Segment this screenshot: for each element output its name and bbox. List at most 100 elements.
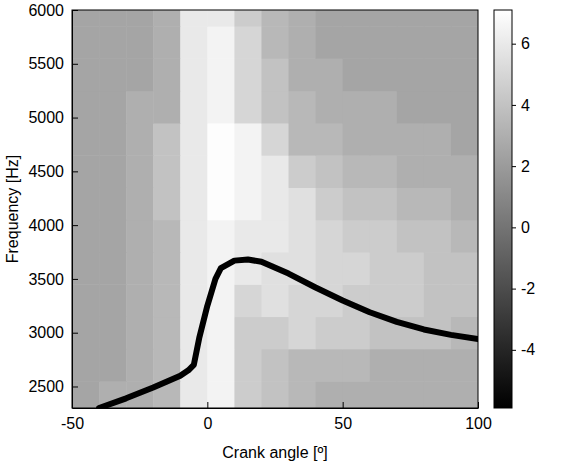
heatmap-cell [234, 381, 262, 408]
tick: 4 [512, 97, 530, 114]
heatmap-cell [343, 91, 371, 124]
heatmap-cell [289, 220, 317, 253]
heatmap-cell [289, 349, 317, 382]
tick-mark [72, 118, 78, 119]
heatmap-cell [126, 252, 154, 285]
heatmap-cell [397, 187, 425, 220]
heatmap-cell [316, 26, 344, 59]
heatmap-cell [261, 317, 289, 350]
heatmap-cell [289, 10, 317, 27]
heatmap-cell [99, 26, 127, 59]
tick: 0 [512, 219, 530, 236]
tick-mark [512, 350, 516, 351]
heatmap-cell [261, 155, 289, 188]
tick: 6000 [28, 2, 78, 19]
heatmap-cell [180, 26, 208, 59]
heatmap-cell [72, 155, 100, 188]
tick-mark [343, 402, 344, 408]
plot-frame [72, 10, 478, 408]
tick-mark [512, 166, 516, 167]
heatmap-cell [234, 123, 262, 156]
tick: 100 [465, 402, 492, 432]
tick-label: 0 [203, 415, 212, 432]
tick-label: -50 [61, 415, 84, 432]
heatmap-cell [99, 220, 127, 253]
heatmap-cell [316, 252, 344, 285]
heatmap-cell [261, 58, 289, 91]
tick-label: 3000 [28, 324, 64, 341]
heatmap-cell [289, 187, 317, 220]
heatmap-cell [72, 91, 100, 124]
heatmap-cell [72, 252, 100, 285]
heatmap-cell [180, 187, 208, 220]
tick-label: 5500 [28, 55, 64, 72]
tick-label: 0 [521, 219, 530, 236]
heatmap-cell [180, 91, 208, 124]
heatmap-cell [126, 349, 154, 382]
heatmap-cell [207, 123, 235, 156]
heatmap-cell [234, 26, 262, 59]
tick-label: 2 [521, 158, 530, 175]
heatmap-cell [234, 349, 262, 382]
heatmap-cell [261, 381, 289, 408]
heatmap-cell [72, 349, 100, 382]
heatmap-cell [261, 91, 289, 124]
heatmap-cell [397, 91, 425, 124]
plot-area [72, 10, 478, 408]
heatmap-cell [451, 91, 478, 124]
heatmap-cell [207, 349, 235, 382]
heatmap-cell [289, 284, 317, 317]
tick: 3500 [28, 271, 78, 288]
heatmap-cell [207, 10, 235, 27]
heatmap-cell [451, 58, 478, 91]
heatmap-cell [153, 91, 181, 124]
heatmap-cell [397, 252, 425, 285]
heatmap-cell [207, 220, 235, 253]
heatmap-cell [397, 10, 425, 27]
tick-label: -4 [521, 341, 535, 358]
tick-mark [72, 333, 78, 334]
y-axis-title: Frequency [Hz] [4, 155, 21, 263]
heatmap-cell [424, 252, 452, 285]
heatmap-cell [261, 349, 289, 382]
heatmap-cell [153, 284, 181, 317]
heatmap-cell [424, 58, 452, 91]
heatmap-cell [126, 10, 154, 27]
heatmap-cell [424, 220, 452, 253]
heatmap-cell [126, 155, 154, 188]
tick-label: 6 [521, 35, 530, 52]
heatmap-cell [451, 284, 478, 317]
heatmap-cell [234, 155, 262, 188]
heatmap-cell [234, 284, 262, 317]
heatmap-cell [207, 187, 235, 220]
heatmap-cell [424, 26, 452, 59]
heatmap-cell [261, 187, 289, 220]
heatmap-cell [370, 252, 398, 285]
heatmap-cell [424, 381, 452, 408]
heatmap-cell [289, 91, 317, 124]
heatmap-cell [397, 123, 425, 156]
heatmap-cell [370, 381, 398, 408]
heatmap-cell [99, 10, 127, 27]
tick-mark [72, 225, 78, 226]
heatmap-cell [234, 317, 262, 350]
heatmap-cell [370, 220, 398, 253]
tick: 2 [512, 158, 530, 175]
tick: 0 [203, 402, 212, 432]
heatmap-cell [72, 187, 100, 220]
heatmap-cell [207, 58, 235, 91]
heatmap-cell [234, 187, 262, 220]
heatmap-cell [126, 26, 154, 59]
heatmap-cell [316, 58, 344, 91]
heatmap-cell [126, 91, 154, 124]
heatmap-cell [424, 10, 452, 27]
tick-label: 3500 [28, 271, 64, 288]
heatmap-cell [343, 317, 371, 350]
heatmap-cell [289, 123, 317, 156]
heatmap-cell [99, 123, 127, 156]
heatmap-cell [316, 10, 344, 27]
heatmap-cell [424, 123, 452, 156]
heatmap-cell [289, 317, 317, 350]
tick: 5000 [28, 109, 78, 126]
heatmap-cell [153, 317, 181, 350]
